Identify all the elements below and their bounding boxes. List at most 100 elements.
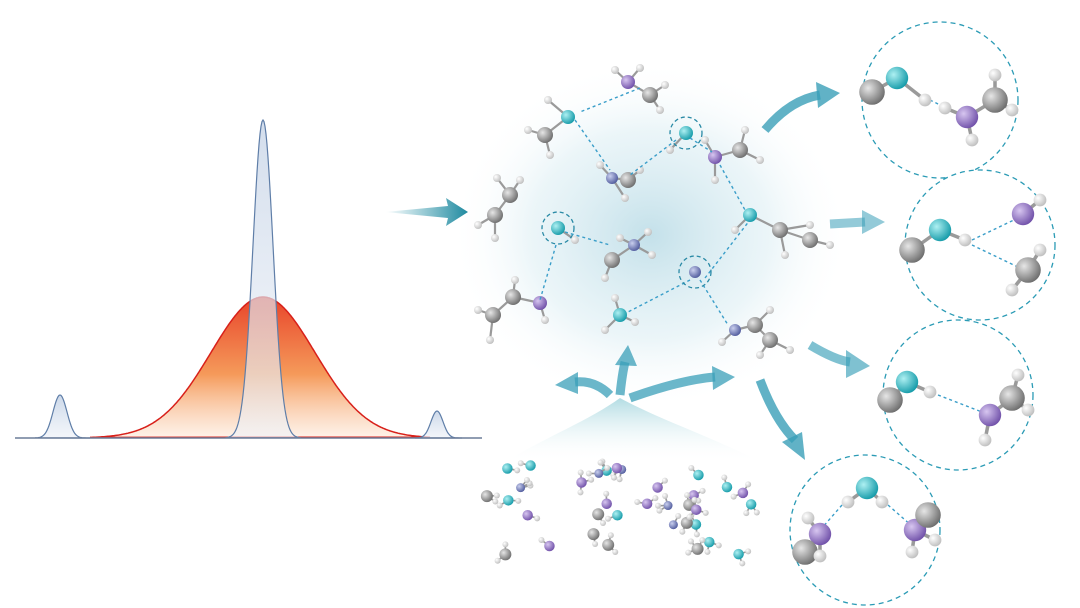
atom	[737, 487, 749, 499]
atom	[690, 519, 702, 530]
atom	[711, 176, 719, 184]
molecule	[502, 463, 521, 474]
atom	[801, 511, 815, 525]
flow-arrow-head	[555, 372, 578, 394]
atom	[1011, 368, 1025, 382]
atom	[686, 514, 693, 521]
molecule	[576, 469, 595, 496]
atom	[642, 87, 658, 103]
atom	[691, 496, 698, 503]
molecule	[601, 228, 656, 282]
atom	[701, 136, 709, 144]
atom	[699, 537, 706, 544]
molecule	[792, 476, 942, 565]
atom	[511, 276, 519, 284]
atom	[721, 474, 728, 481]
highlight-ring	[669, 116, 703, 150]
molecule	[721, 474, 733, 493]
atom	[988, 68, 1002, 82]
atom	[648, 251, 656, 259]
atom	[525, 460, 536, 471]
atom	[641, 498, 653, 510]
molecule	[689, 266, 701, 278]
molecule	[743, 499, 760, 517]
atom	[607, 532, 614, 539]
atom	[577, 489, 584, 496]
atom	[666, 146, 674, 154]
atom	[613, 308, 627, 322]
zoom-view	[789, 454, 942, 606]
atom	[885, 66, 909, 90]
molecule	[601, 490, 612, 509]
atom	[708, 150, 722, 164]
atom	[661, 81, 669, 89]
atom	[895, 370, 919, 394]
molecule	[605, 510, 623, 522]
atom	[679, 126, 693, 140]
atom	[1011, 202, 1035, 226]
molecule	[731, 208, 834, 259]
atom	[533, 296, 547, 310]
atom	[544, 540, 555, 552]
atom	[689, 266, 701, 278]
flow-arrow	[755, 378, 799, 444]
atom	[606, 172, 618, 184]
atom	[616, 234, 624, 242]
atom	[612, 548, 619, 555]
hydrogen-bond	[971, 244, 1021, 269]
atom	[802, 232, 818, 248]
atom	[631, 318, 639, 326]
molecule	[587, 528, 600, 547]
atom	[875, 495, 889, 509]
hydrogen-bond	[574, 119, 611, 171]
atom	[480, 490, 493, 503]
atom	[652, 495, 659, 502]
molecule	[899, 193, 1047, 297]
atom	[601, 326, 609, 334]
atom	[743, 510, 750, 517]
atom	[522, 509, 533, 521]
flow-arrow-head	[782, 432, 805, 460]
flow-arrow-head	[862, 210, 885, 234]
hydrogen-bond	[699, 279, 729, 326]
atom	[786, 346, 794, 354]
atom	[978, 433, 992, 447]
atom	[661, 477, 668, 484]
atom	[474, 221, 482, 229]
molecule	[516, 476, 534, 493]
atom	[663, 501, 673, 511]
atom	[955, 105, 979, 129]
atom	[702, 509, 709, 516]
atom	[808, 522, 832, 546]
atom	[621, 194, 629, 202]
atom	[655, 502, 662, 509]
atom	[514, 467, 521, 474]
atom	[741, 126, 749, 134]
atom	[679, 528, 686, 535]
molecule	[494, 541, 512, 564]
atom	[745, 481, 752, 488]
atom	[551, 221, 565, 235]
zoom-circle	[789, 454, 941, 606]
atom	[731, 226, 739, 234]
atom	[813, 549, 827, 563]
atom	[928, 218, 952, 242]
atom	[859, 79, 885, 105]
atom	[729, 324, 741, 336]
atom	[766, 306, 774, 314]
zoom-circle	[904, 169, 1056, 321]
molecule	[718, 306, 794, 359]
molecule	[701, 126, 764, 184]
atom	[517, 460, 524, 467]
flow-arrow-head	[615, 345, 637, 366]
hydrogen-bond	[937, 394, 983, 413]
molecule	[611, 462, 623, 481]
atom	[715, 542, 722, 549]
atom	[718, 338, 726, 346]
atom	[636, 166, 644, 174]
atom	[999, 385, 1025, 411]
atom	[596, 161, 604, 169]
atom	[772, 222, 788, 238]
atom	[747, 317, 763, 333]
molecule	[496, 495, 522, 509]
